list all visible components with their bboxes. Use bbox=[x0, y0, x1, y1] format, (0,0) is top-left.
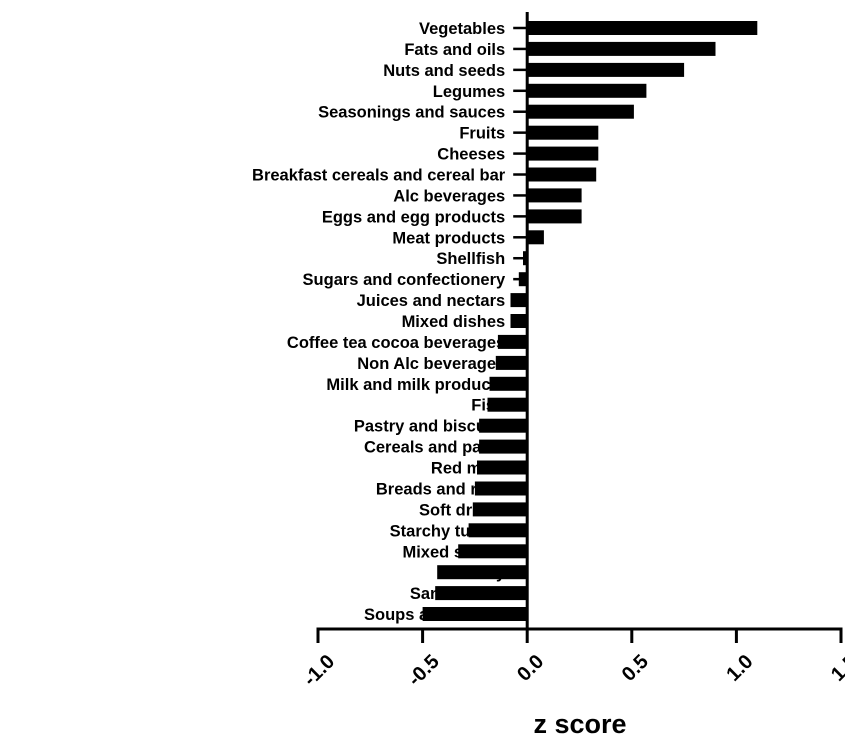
bar bbox=[489, 376, 528, 391]
category-label: Coffee tea cocoa beverages bbox=[287, 334, 505, 352]
category-label: Breakfast cereals and cereal bar bbox=[252, 167, 506, 185]
category-label: Alc beverages bbox=[393, 187, 505, 205]
category-label: Mixed salads bbox=[402, 543, 505, 561]
x-axis-title: z score bbox=[533, 709, 626, 739]
bar bbox=[477, 460, 528, 475]
category-label: Starchy tubers bbox=[390, 522, 506, 540]
bar bbox=[437, 565, 528, 580]
category-label: Legumes bbox=[433, 83, 505, 101]
bar bbox=[527, 41, 716, 56]
x-tick-label: -1.0 bbox=[299, 651, 339, 691]
category-label: Cereals and pasta bbox=[364, 439, 506, 457]
bar bbox=[527, 230, 544, 245]
bar bbox=[435, 586, 528, 601]
category-ticks bbox=[513, 26, 528, 616]
bar bbox=[472, 502, 528, 517]
category-label: Milk and milk products bbox=[326, 376, 505, 394]
category-label: Juices and nectars bbox=[357, 292, 506, 310]
bar bbox=[527, 104, 634, 119]
category-label: Cheeses bbox=[437, 146, 505, 164]
bar bbox=[474, 481, 528, 496]
x-tick-label: 0.5 bbox=[618, 651, 653, 686]
category-label: Sugars and confectionery bbox=[303, 271, 506, 289]
category-label: Non Alc beverages bbox=[357, 355, 505, 373]
bar bbox=[495, 355, 528, 370]
category-label: Meat products bbox=[392, 229, 505, 247]
category-label: Vegetables bbox=[419, 20, 505, 38]
x-tick-label: 1.0 bbox=[722, 651, 757, 686]
x-tick-label: 0.0 bbox=[513, 651, 548, 686]
category-label: Seasonings and sauces bbox=[318, 104, 505, 122]
bars-group bbox=[422, 21, 758, 621]
category-label: Soft drinks bbox=[419, 501, 505, 519]
category-label: Mixed dishes bbox=[402, 313, 506, 331]
category-label: Red meat bbox=[431, 460, 506, 478]
bar bbox=[479, 439, 528, 454]
category-label: Fats and oils bbox=[404, 41, 505, 59]
bar bbox=[479, 418, 528, 433]
x-tick-label: 1.5 bbox=[827, 651, 845, 686]
bar bbox=[527, 83, 647, 98]
bar bbox=[422, 607, 528, 621]
bar bbox=[487, 397, 528, 412]
bar bbox=[527, 188, 582, 203]
bar bbox=[527, 167, 597, 182]
category-label: Fruits bbox=[459, 125, 505, 143]
category-label: Poultry bbox=[448, 564, 506, 582]
bar bbox=[527, 209, 582, 224]
category-label: Sandwiches bbox=[410, 585, 505, 603]
bar bbox=[458, 544, 528, 559]
bar bbox=[497, 334, 528, 349]
category-labels: Vegetables Fats and oils Nuts and seeds Leg… bbox=[252, 20, 506, 624]
bar bbox=[468, 523, 528, 538]
category-label: Pastry and biscuits bbox=[354, 418, 505, 436]
category-label: Breads and rolls bbox=[376, 480, 505, 498]
x-tick-labels: -1.0 -0.5 0.0 0.5 1.0 1.5 bbox=[299, 651, 845, 691]
category-label: Shellfish bbox=[436, 250, 505, 268]
category-label: Eggs and egg products bbox=[322, 208, 505, 226]
x-tick-label: -0.5 bbox=[404, 651, 444, 691]
bar bbox=[527, 62, 685, 77]
bar bbox=[527, 21, 758, 35]
x-axis-ticks bbox=[316, 629, 843, 643]
category-label: Nuts and seeds bbox=[383, 62, 505, 80]
bar bbox=[527, 125, 599, 140]
category-label: Soups and stocks bbox=[364, 606, 505, 624]
category-label: Fish bbox=[471, 397, 505, 415]
bar bbox=[527, 146, 599, 161]
